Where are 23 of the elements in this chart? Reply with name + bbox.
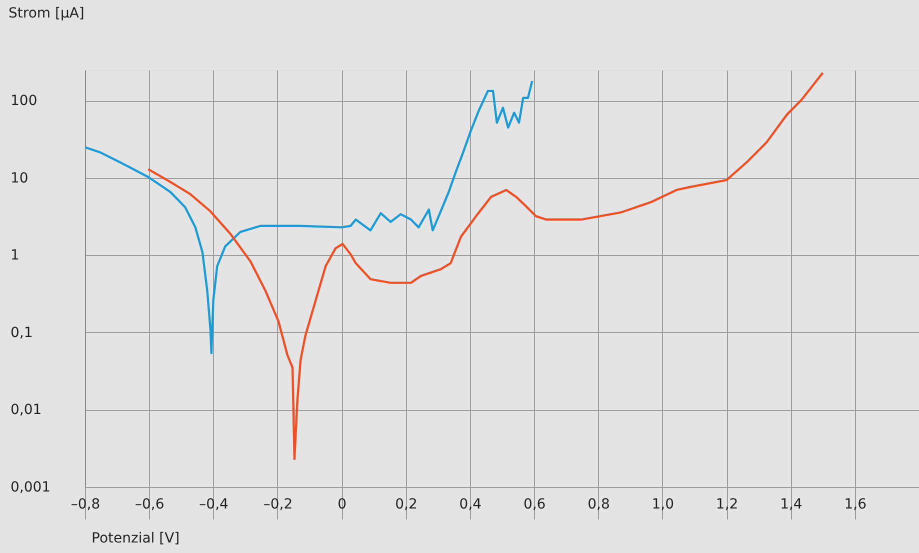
y-tick-label: 0,01: [10, 402, 42, 418]
x-tick-label: 0,2: [395, 496, 418, 512]
y-tick-label: 0,001: [10, 480, 51, 496]
y-tick-label: 0,1: [10, 324, 33, 341]
x-tick-label: –0,8: [70, 496, 100, 512]
x-tick-label: 1,4: [780, 496, 802, 512]
x-tick-label: 1,6: [844, 496, 867, 512]
y-axis-title: Strom [µA]: [8, 6, 84, 22]
line-series: [85, 80, 534, 354]
x-tick-label: –0,2: [263, 496, 293, 512]
x-axis-title: Potenzial [V]: [92, 530, 180, 546]
x-tick-label: 0,4: [459, 496, 482, 512]
x-tick-label: 0,8: [588, 496, 610, 512]
line-series: [147, 72, 824, 460]
x-tick-label: 1,2: [716, 496, 738, 512]
x-tick-label: 0: [338, 496, 347, 512]
y-tick-label: 100: [10, 93, 38, 110]
x-tick-label: –0,4: [199, 496, 229, 512]
x-tick-label: 0,6: [523, 496, 546, 512]
y-tick-label: 10: [10, 170, 28, 186]
x-tick-label: –0,6: [135, 496, 164, 512]
x-tick-label: 1,0: [652, 496, 674, 512]
y-tick-label: 1: [10, 248, 20, 264]
